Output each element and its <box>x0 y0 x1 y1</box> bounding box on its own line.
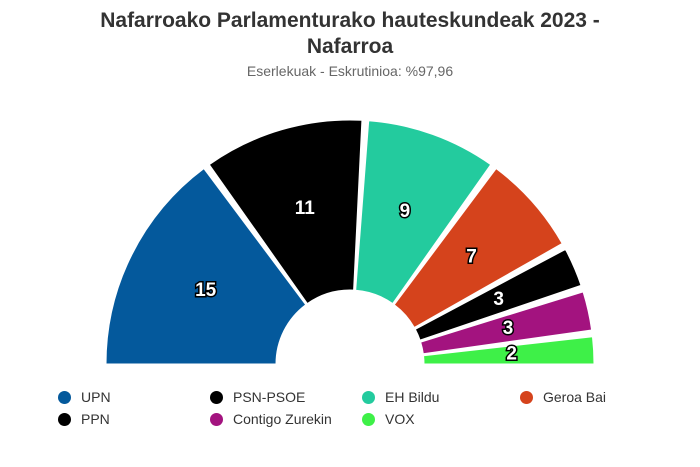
data-label-contigo-zurekin: 3 <box>503 318 514 339</box>
slice-eh-bildu[interactable] <box>355 120 492 305</box>
data-label-upn: 15 <box>195 280 217 301</box>
data-label-ppn: 3 <box>493 289 504 310</box>
slice-contigo-zurekin[interactable] <box>420 291 593 355</box>
chart-title-line-2: Nafarroa <box>306 35 394 58</box>
chart-title: Nafarroako Parlamenturako hauteskundeak … <box>0 8 700 60</box>
data-label-psn-psoe: 11 <box>295 198 316 219</box>
slice-ppn[interactable] <box>414 248 582 341</box>
data-label-eh-bildu: 9 <box>400 201 411 222</box>
data-label-geroa-bai: 7 <box>466 246 477 267</box>
slice-vox[interactable] <box>423 336 595 365</box>
data-label-vox: 2 <box>506 343 517 364</box>
slice-upn[interactable] <box>105 168 307 365</box>
chart-data-labels: 15 11 9 7 3 3 2 <box>194 196 519 365</box>
chart-slices <box>105 119 595 365</box>
chart-title-line-1: Nafarroako Parlamenturako hauteskundeak … <box>100 9 600 32</box>
slice-geroa-bai[interactable] <box>393 168 563 328</box>
slice-psn-psoe[interactable] <box>208 119 363 305</box>
chart-subtitle: Eserlekuak - Eskrutinioa: %97,96 <box>246 63 454 79</box>
